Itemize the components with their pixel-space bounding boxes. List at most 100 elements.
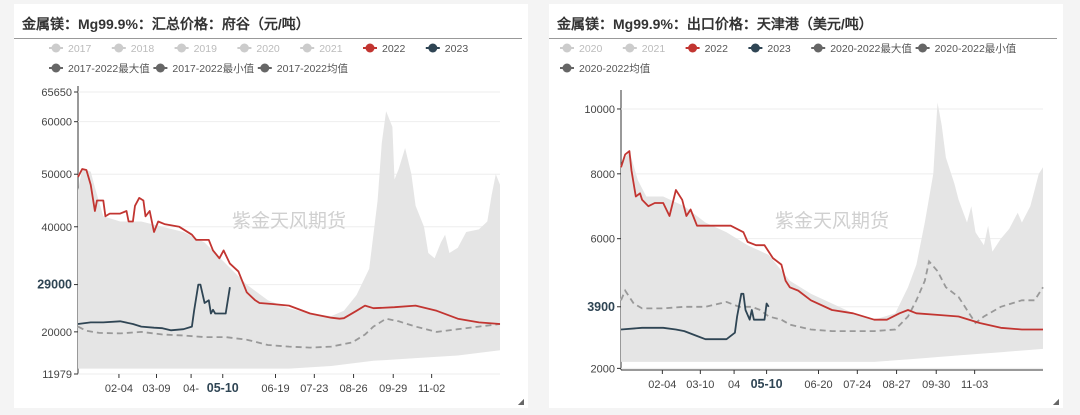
- series-line-2023: [620, 292, 770, 341]
- y-tick-label: 6000: [591, 234, 615, 246]
- legend-label: 2017-2022最小值: [172, 62, 254, 75]
- range-band: [621, 102, 1043, 362]
- legend-label: 2021: [642, 43, 666, 55]
- series-line-2022: [620, 150, 1043, 331]
- legend-item-2020-2022最小值[interactable]: 2020-2022最小值: [915, 42, 1017, 55]
- series-line-2023: [77, 283, 231, 332]
- legend-label: 2020-2022最小值: [935, 42, 1017, 55]
- legend-marker: [51, 43, 61, 53]
- legend-item-2018[interactable]: 2018: [111, 43, 155, 55]
- chart-svg: 2020 2021 2022 2023 2020-2022最大值 2020-2022最小值…: [560, 42, 1044, 391]
- legend-label: 2017: [68, 43, 92, 55]
- y-tick-label: 2000: [591, 363, 615, 375]
- legend-marker: [625, 43, 635, 53]
- legend-label: 2018: [131, 43, 155, 55]
- x-tick-label: 06-20: [804, 379, 832, 391]
- x-tick-label: 11-03: [961, 379, 988, 391]
- legend-marker: [428, 43, 438, 53]
- resize-handle-icon[interactable]: ◢: [517, 397, 524, 406]
- legend-label: 2020-2022均值: [579, 62, 651, 75]
- legend-marker: [562, 43, 572, 53]
- watermark: 紫金天风期货: [775, 210, 889, 232]
- x-tick-label: 08-27: [882, 379, 910, 391]
- chart-panel-tianjin: 金属镁：Mg99.9%：出口价格：天津港（美元/吨） 2020 2021 2022 2…: [549, 4, 1063, 408]
- chart-title: 金属镁：Mg99.9%：出口价格：天津港（美元/吨）: [557, 16, 873, 32]
- legend-label: 2023: [445, 43, 469, 55]
- legend-item-2023[interactable]: 2023: [425, 43, 469, 55]
- legend-item-2017-2022最大值[interactable]: 2017-2022最大值: [49, 62, 150, 75]
- x-tick-label: 07-23: [300, 383, 328, 395]
- y-tick-label: 20000: [41, 327, 72, 339]
- legend-marker: [918, 43, 928, 53]
- legend-label: 2020: [256, 43, 280, 55]
- legend-marker: [260, 63, 270, 73]
- y-tick-label: 65650: [41, 87, 72, 99]
- legend-marker: [239, 43, 249, 53]
- chart-panel-fugu: 金属镁：Mg99.9%：汇总价格：府谷（元/吨） 2017 2018 2019 202…: [14, 4, 528, 408]
- y-tick-label: 29000: [37, 278, 72, 292]
- y-tick-label: 11979: [42, 369, 72, 381]
- x-tick-label: 05-10: [207, 381, 239, 395]
- legend-item-2021[interactable]: 2021: [622, 43, 666, 55]
- legend-item-2017[interactable]: 2017: [49, 43, 92, 55]
- legend-item-2020[interactable]: 2020: [560, 43, 603, 55]
- x-tick-label: 04: [728, 379, 740, 391]
- x-tick-label: 03-10: [686, 379, 714, 391]
- x-tick-label: 05-10: [751, 377, 783, 391]
- legend-marker: [177, 43, 187, 53]
- legend-marker: [688, 43, 698, 53]
- series-line-2022: [77, 168, 501, 325]
- x-tick-label: 04-: [183, 383, 199, 395]
- x-tick-label: 02-04: [648, 379, 676, 391]
- title-divider: [14, 38, 522, 39]
- legend-label: 2017-2022均值: [277, 62, 349, 75]
- legend-label: 2023: [767, 43, 791, 55]
- legend-marker: [155, 63, 165, 73]
- legend-item-2022[interactable]: 2022: [685, 43, 729, 55]
- y-tick-label: 3900: [587, 300, 615, 314]
- x-tick-label: 06-19: [261, 383, 289, 395]
- legend-label: 2022: [382, 43, 406, 55]
- legend-marker: [302, 43, 312, 53]
- legend-marker: [51, 63, 61, 73]
- legend-item-2017-2022最小值[interactable]: 2017-2022最小值: [153, 62, 255, 75]
- legend-item-2022[interactable]: 2022: [363, 43, 406, 55]
- legend-label: 2022: [705, 43, 729, 55]
- legend-marker: [562, 63, 572, 73]
- y-tick-label: 10000: [584, 104, 615, 116]
- legend-item-2020[interactable]: 2020: [237, 43, 280, 55]
- x-tick-label: 03-09: [142, 383, 170, 395]
- legend-label: 2021: [319, 43, 343, 55]
- legend-item-2020-2022最大值[interactable]: 2020-2022最大值: [811, 42, 912, 55]
- x-tick-label: 09-30: [922, 379, 950, 391]
- average-line: [77, 317, 501, 349]
- legend-item-2019[interactable]: 2019: [174, 43, 218, 55]
- average-line: [620, 259, 1044, 333]
- x-tick-label: 07-24: [843, 379, 871, 391]
- legend-label: 2020-2022最大值: [830, 42, 912, 55]
- x-tick-label: 02-04: [105, 383, 133, 395]
- legend-marker: [750, 43, 760, 53]
- legend-item-2017-2022均值[interactable]: 2017-2022均值: [257, 62, 349, 75]
- range-band: [78, 111, 500, 369]
- legend-marker: [365, 43, 375, 53]
- y-tick-label: 40000: [41, 222, 72, 234]
- chart-svg: 2017 2018 2019 2020 2021 2022 2023 2017-2022最大值…: [37, 43, 501, 395]
- chart-title: 金属镁：Mg99.9%：汇总价格：府谷（元/吨）: [22, 16, 310, 32]
- y-tick-label: 60000: [41, 117, 72, 129]
- x-tick-label: 08-26: [339, 383, 367, 395]
- y-tick-label: 50000: [41, 169, 72, 181]
- legend-label: 2020: [579, 43, 603, 55]
- y-tick-label: 8000: [591, 169, 615, 181]
- title-divider: [549, 38, 1057, 39]
- legend-item-2023[interactable]: 2023: [748, 43, 791, 55]
- legend-item-2020-2022均值[interactable]: 2020-2022均值: [560, 62, 651, 75]
- legend-label: 2017-2022最大值: [68, 62, 150, 75]
- x-tick-label: 11-02: [418, 383, 445, 395]
- x-tick-label: 09-29: [379, 383, 407, 395]
- legend-item-2021[interactable]: 2021: [300, 43, 343, 55]
- legend-label: 2019: [194, 43, 218, 55]
- resize-handle-icon[interactable]: ◢: [1052, 397, 1059, 406]
- watermark: 紫金天风期货: [232, 210, 346, 232]
- legend-marker: [813, 43, 823, 53]
